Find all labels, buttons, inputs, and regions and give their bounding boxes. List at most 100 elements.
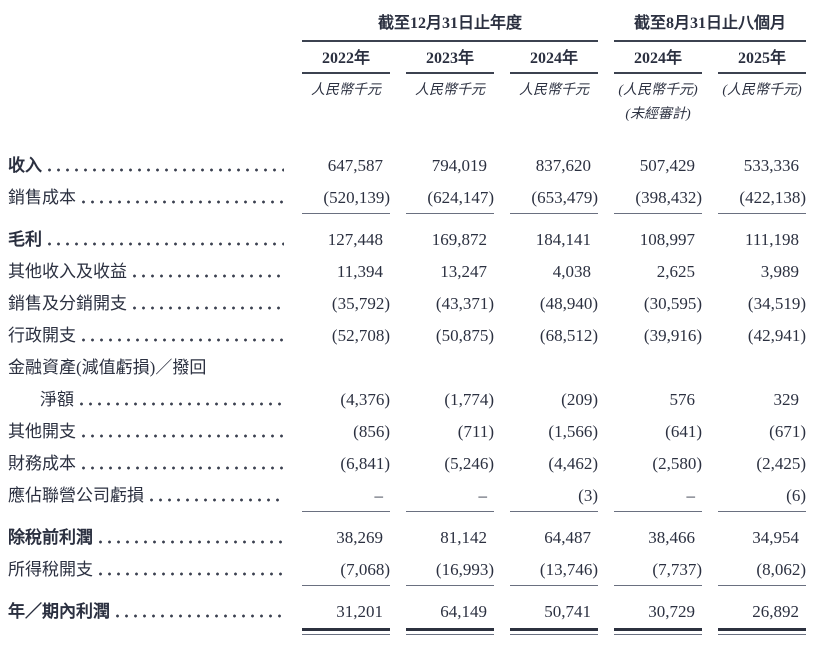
- cell-value: (653,479): [531, 188, 598, 207]
- cell-value: 34,954: [752, 528, 799, 547]
- cell-value: 507,429: [639, 156, 695, 175]
- cell-value: 127,448: [327, 230, 383, 249]
- double-total-rule: [614, 628, 702, 635]
- cell-value: (3): [578, 486, 598, 505]
- row-label: 其他收入及收益: [8, 262, 284, 281]
- cell-value: (671): [769, 422, 806, 441]
- cell-value: 169,872: [431, 230, 487, 249]
- row-label: 年／期內利潤: [8, 602, 284, 621]
- cell-value: 533,336: [743, 156, 799, 175]
- cell-value: [286, 351, 390, 383]
- row-label: 淨額: [40, 390, 284, 409]
- year-header-2022: 2022年: [321, 50, 370, 67]
- cell-value: (2,580): [652, 454, 702, 473]
- row-label: 金融資產(減值虧損)／撥回: [8, 358, 207, 377]
- cell-value: 11,394: [336, 262, 383, 281]
- cell-value: (711): [457, 422, 494, 441]
- table-rule: [406, 213, 494, 223]
- year-rule: [510, 72, 598, 80]
- cell-value: –: [374, 486, 384, 505]
- cell-value: (52,708): [331, 326, 390, 345]
- row-label: 所得稅開支: [8, 560, 284, 579]
- cell-value: 13,247: [440, 262, 487, 281]
- cell-value: [702, 351, 806, 383]
- cell-value: 31,201: [336, 602, 383, 621]
- cell-value: (856): [353, 422, 390, 441]
- cell-value: 837,620: [535, 156, 591, 175]
- table-rule: [510, 585, 598, 595]
- table-rule: [718, 585, 806, 595]
- table-rule: [406, 585, 494, 595]
- cell-value: (641): [665, 422, 702, 441]
- table-rule: [510, 213, 598, 223]
- cell-value: 38,269: [336, 528, 383, 547]
- cell-value: 329: [773, 390, 800, 409]
- table-rule: [718, 213, 806, 223]
- cell-value: 794,019: [431, 156, 487, 175]
- cell-value: 4,038: [552, 262, 591, 281]
- table-rule: [614, 511, 702, 521]
- table-rule: [614, 213, 702, 223]
- row-label: 銷售成本: [8, 188, 284, 207]
- unit-label: 人民幣千元: [415, 83, 485, 98]
- cell-value: (39,916): [643, 326, 702, 345]
- row-label: 毛利: [8, 230, 284, 249]
- cell-value: 647,587: [327, 156, 383, 175]
- cell-value: (1,774): [444, 390, 494, 409]
- cell-value: (34,519): [747, 294, 806, 313]
- header-rule-annual: [302, 40, 598, 46]
- cell-value: (30,595): [643, 294, 702, 313]
- row-label: 行政開支: [8, 326, 284, 345]
- cell-value: –: [686, 486, 696, 505]
- cell-value: (6): [786, 486, 806, 505]
- year-header-2024-interim: 2024年: [633, 50, 682, 67]
- cell-value: –: [478, 486, 488, 505]
- period-header-annual: 截至12月31日止年度: [377, 15, 522, 32]
- cell-value: 30,729: [648, 602, 695, 621]
- cell-value: (1,566): [548, 422, 598, 441]
- cell-value: 576: [669, 390, 696, 409]
- cell-value: [390, 351, 494, 383]
- cell-value: (624,147): [427, 188, 494, 207]
- table-rule: [718, 511, 806, 521]
- header-rule-interim: [614, 40, 806, 46]
- cell-value: (6,841): [340, 454, 390, 473]
- cell-value: 81,142: [440, 528, 487, 547]
- table-rule: [302, 585, 390, 595]
- cell-value: (7,737): [652, 560, 702, 579]
- cell-value: (398,432): [635, 188, 702, 207]
- cell-value: (43,371): [435, 294, 494, 313]
- cell-value: [494, 351, 598, 383]
- row-label: 應佔聯營公司虧損: [8, 486, 284, 505]
- cell-value: 50,741: [544, 602, 591, 621]
- double-total-rule: [406, 628, 494, 635]
- table-rule: [614, 585, 702, 595]
- cell-value: (4,376): [340, 390, 390, 409]
- cell-value: (5,246): [444, 454, 494, 473]
- table-rule: [510, 511, 598, 521]
- cell-value: 3,989: [760, 262, 799, 281]
- double-total-rule: [302, 628, 390, 635]
- row-label: 銷售及分銷開支: [8, 294, 284, 313]
- cell-value: 26,892: [752, 602, 799, 621]
- unit-label: (人民幣千元): [618, 83, 698, 98]
- cell-value: 2,625: [656, 262, 695, 281]
- income-statement-table: 截至12月31日止年度 截至8月31日止八個月 2022年 2023年 2024…: [8, 12, 806, 637]
- cell-value: 64,149: [440, 602, 487, 621]
- year-header-2024: 2024年: [529, 50, 578, 67]
- cell-value: 38,466: [648, 528, 695, 547]
- row-label: 其他開支: [8, 422, 284, 441]
- cell-value: (48,940): [539, 294, 598, 313]
- unaudited-note: (未經審計): [625, 107, 691, 122]
- header-spacer: [8, 12, 286, 36]
- double-total-rule: [718, 628, 806, 635]
- cell-value: (422,138): [739, 188, 806, 207]
- cell-value: (8,062): [756, 560, 806, 579]
- cell-value: (7,068): [340, 560, 390, 579]
- unit-label: 人民幣千元: [311, 83, 381, 98]
- table-rule: [302, 213, 390, 223]
- cell-value: (520,139): [323, 188, 390, 207]
- cell-value: (50,875): [435, 326, 494, 345]
- unit-label: 人民幣千元: [519, 83, 589, 98]
